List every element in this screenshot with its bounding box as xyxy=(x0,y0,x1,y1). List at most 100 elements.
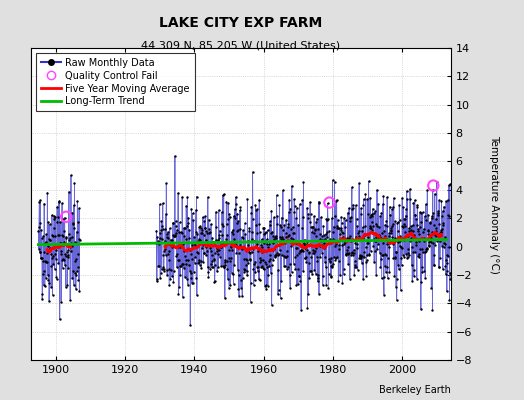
Point xyxy=(283,233,292,239)
Point xyxy=(363,196,372,202)
Point xyxy=(226,282,234,288)
Point xyxy=(165,282,173,289)
Point xyxy=(380,263,389,270)
Point xyxy=(395,202,403,208)
Point xyxy=(352,234,360,240)
Point xyxy=(362,258,370,265)
Point xyxy=(436,229,445,235)
Point xyxy=(228,241,236,247)
Point xyxy=(384,240,392,246)
Point xyxy=(422,246,431,252)
Point xyxy=(374,234,382,240)
Point xyxy=(74,219,82,225)
Point xyxy=(232,194,240,200)
Point xyxy=(159,267,168,274)
Point xyxy=(372,221,380,227)
Point xyxy=(175,284,183,291)
Point xyxy=(210,239,219,245)
Point xyxy=(429,240,437,247)
Point xyxy=(236,242,244,248)
Point xyxy=(154,239,162,245)
Point xyxy=(247,203,256,210)
Point xyxy=(308,270,316,277)
Point xyxy=(377,235,385,242)
Point xyxy=(189,245,198,251)
Point xyxy=(288,183,296,189)
Point xyxy=(62,284,70,290)
Point xyxy=(362,272,370,279)
Point xyxy=(399,216,408,222)
Point xyxy=(235,292,243,299)
Point xyxy=(388,221,397,228)
Point xyxy=(373,223,381,230)
Point xyxy=(421,275,430,281)
Point xyxy=(182,276,191,282)
Point xyxy=(389,195,398,201)
Point xyxy=(267,302,276,308)
Point xyxy=(185,226,193,233)
Point xyxy=(371,238,379,244)
Point xyxy=(184,282,192,288)
Point xyxy=(293,245,301,252)
Point xyxy=(249,246,257,252)
Point xyxy=(343,250,351,257)
Point xyxy=(316,254,324,260)
Point xyxy=(299,248,307,254)
Point xyxy=(221,295,229,302)
Point xyxy=(211,262,219,268)
Point xyxy=(298,214,307,220)
Point xyxy=(251,269,259,275)
Point xyxy=(202,248,211,254)
Point xyxy=(405,228,413,234)
Point xyxy=(255,197,264,203)
Point xyxy=(57,250,65,257)
Point xyxy=(422,201,430,207)
Point xyxy=(319,282,327,288)
Point xyxy=(281,234,290,240)
Point xyxy=(296,248,304,254)
Point xyxy=(35,224,43,230)
Point xyxy=(253,241,261,247)
Point xyxy=(390,273,399,279)
Point xyxy=(61,253,70,260)
Point xyxy=(43,242,52,249)
Point xyxy=(198,230,206,236)
Point xyxy=(242,268,250,274)
Point xyxy=(433,179,441,185)
Point xyxy=(191,254,199,260)
Point xyxy=(385,232,393,239)
Point xyxy=(375,232,383,238)
Point xyxy=(180,248,188,254)
Point xyxy=(292,204,301,211)
Point xyxy=(395,266,403,272)
Point xyxy=(185,234,193,241)
Point xyxy=(213,244,222,251)
Point xyxy=(336,231,345,237)
Point xyxy=(69,220,77,227)
Point xyxy=(291,265,300,272)
Point xyxy=(307,224,315,230)
Point xyxy=(341,239,349,246)
Point xyxy=(318,233,326,240)
Point xyxy=(229,271,237,277)
Point xyxy=(325,240,333,246)
Point xyxy=(241,267,249,273)
Point xyxy=(226,244,235,250)
Point xyxy=(332,255,341,262)
Point xyxy=(267,270,275,276)
Point xyxy=(73,264,82,270)
Point xyxy=(274,291,282,298)
Point xyxy=(214,236,222,243)
Point xyxy=(268,262,276,268)
Point xyxy=(188,210,196,217)
Point xyxy=(417,306,425,312)
Point xyxy=(348,248,356,255)
Point xyxy=(189,280,197,286)
Point xyxy=(171,222,180,229)
Point xyxy=(352,264,361,270)
Point xyxy=(380,250,389,257)
Point xyxy=(365,178,373,184)
Point xyxy=(42,274,50,281)
Point xyxy=(158,236,167,242)
Point xyxy=(208,264,216,271)
